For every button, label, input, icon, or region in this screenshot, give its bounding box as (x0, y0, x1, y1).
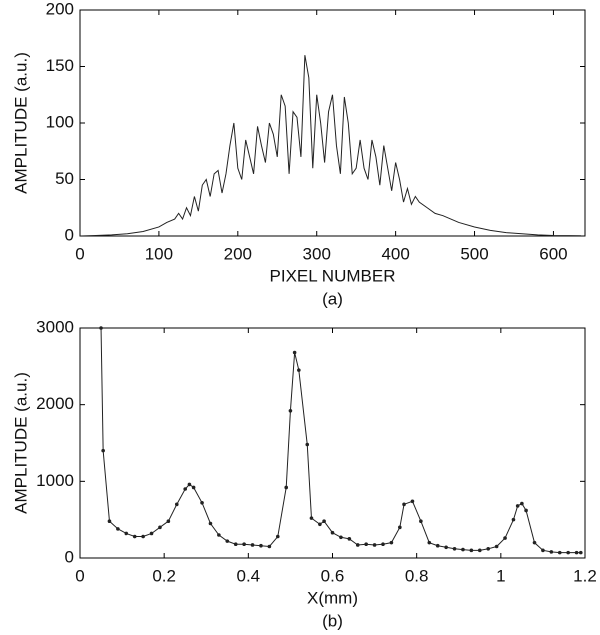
data-point (292, 350, 297, 355)
data-point (402, 502, 406, 507)
x-tick-label: 0 (75, 244, 84, 263)
data-point (347, 537, 352, 541)
data-point (275, 534, 280, 539)
y-axis-label: AMPLITUDE (a.u.) (11, 52, 30, 194)
y-tick-label: 50 (55, 169, 74, 188)
data-point (183, 487, 188, 491)
data-point (419, 519, 423, 523)
data-point (132, 534, 137, 539)
data-point (372, 543, 377, 547)
y-tick-label: 0 (65, 547, 74, 566)
data-point (330, 530, 335, 535)
data-point (322, 519, 326, 523)
y-tick-label: 100 (46, 112, 74, 131)
data-point (101, 448, 105, 453)
data-point (515, 504, 520, 508)
x-tick-label: 0.8 (405, 566, 429, 585)
data-point (99, 326, 103, 330)
x-axis-label: X(mm) (307, 588, 358, 607)
data-point (200, 501, 204, 505)
x-axis-label: PIXEL NUMBER (270, 266, 396, 285)
data-point (166, 519, 171, 523)
y-tick-label: 200 (46, 0, 74, 18)
data-point (242, 542, 246, 546)
data-point (284, 485, 289, 490)
y-tick-label: 3000 (36, 317, 74, 336)
data-line (80, 55, 582, 236)
data-point (532, 540, 537, 545)
caption: (a) (322, 289, 343, 308)
data-point (435, 543, 440, 548)
x-tick-label: 0.2 (152, 566, 176, 585)
data-point (355, 543, 360, 547)
data-point (511, 517, 516, 522)
data-point (477, 548, 482, 553)
data-point (309, 516, 314, 520)
x-tick-label: 300 (303, 244, 331, 263)
data-point (549, 550, 554, 554)
x-tick-label: 600 (539, 244, 567, 263)
y-tick-label: 1000 (36, 471, 74, 490)
x-tick-label: 0.4 (237, 566, 261, 585)
x-tick-label: 200 (224, 244, 252, 263)
data-point (217, 533, 221, 537)
data-point (566, 550, 570, 555)
data-point (410, 499, 415, 504)
data-point (520, 501, 524, 506)
data-point (174, 502, 179, 507)
data-point (250, 543, 255, 547)
data-point (389, 540, 394, 545)
y-tick-label: 150 (46, 56, 74, 75)
data-point (444, 545, 448, 550)
data-point (452, 547, 457, 551)
caption: (b) (322, 611, 343, 630)
data-point (187, 482, 192, 487)
data-point (503, 536, 507, 540)
y-tick-label: 2000 (36, 394, 74, 413)
x-tick-label: 500 (460, 244, 488, 263)
y-tick-label: 0 (65, 225, 74, 244)
data-point (574, 550, 579, 555)
data-point (233, 542, 238, 546)
data-point (557, 550, 562, 555)
data-point (149, 531, 154, 536)
data-point (208, 521, 213, 526)
data-point (427, 540, 432, 545)
data-point (339, 535, 343, 540)
data-point (116, 527, 120, 531)
data-point (158, 525, 162, 530)
data-point (318, 522, 322, 527)
data-point (305, 442, 310, 447)
data-point (124, 531, 129, 536)
data-line (100, 328, 581, 554)
data-point (191, 485, 196, 490)
data-point (461, 547, 465, 552)
data-point (494, 544, 499, 549)
data-point (364, 542, 368, 546)
data-point (486, 547, 491, 551)
data-point (578, 550, 583, 555)
x-tick-label: 0 (75, 566, 84, 585)
data-point (259, 543, 263, 548)
x-tick-label: 400 (381, 244, 409, 263)
data-point (524, 508, 528, 513)
plot-frame (79, 327, 586, 559)
data-point (541, 548, 545, 553)
data-point (141, 534, 145, 539)
data-point (225, 539, 230, 543)
data-point (297, 368, 301, 372)
data-point (398, 525, 402, 530)
x-tick-label: 1 (496, 566, 505, 585)
data-point (107, 519, 112, 523)
y-axis-label: AMPLITUDE (a.u.) (11, 372, 30, 514)
data-point (381, 542, 385, 546)
plot-frame (79, 9, 586, 237)
x-tick-label: 1.2 (573, 566, 597, 585)
data-point (469, 548, 474, 553)
data-point (267, 544, 272, 549)
x-tick-label: 100 (145, 244, 173, 263)
data-point (288, 409, 293, 413)
x-tick-label: 0.6 (321, 566, 345, 585)
